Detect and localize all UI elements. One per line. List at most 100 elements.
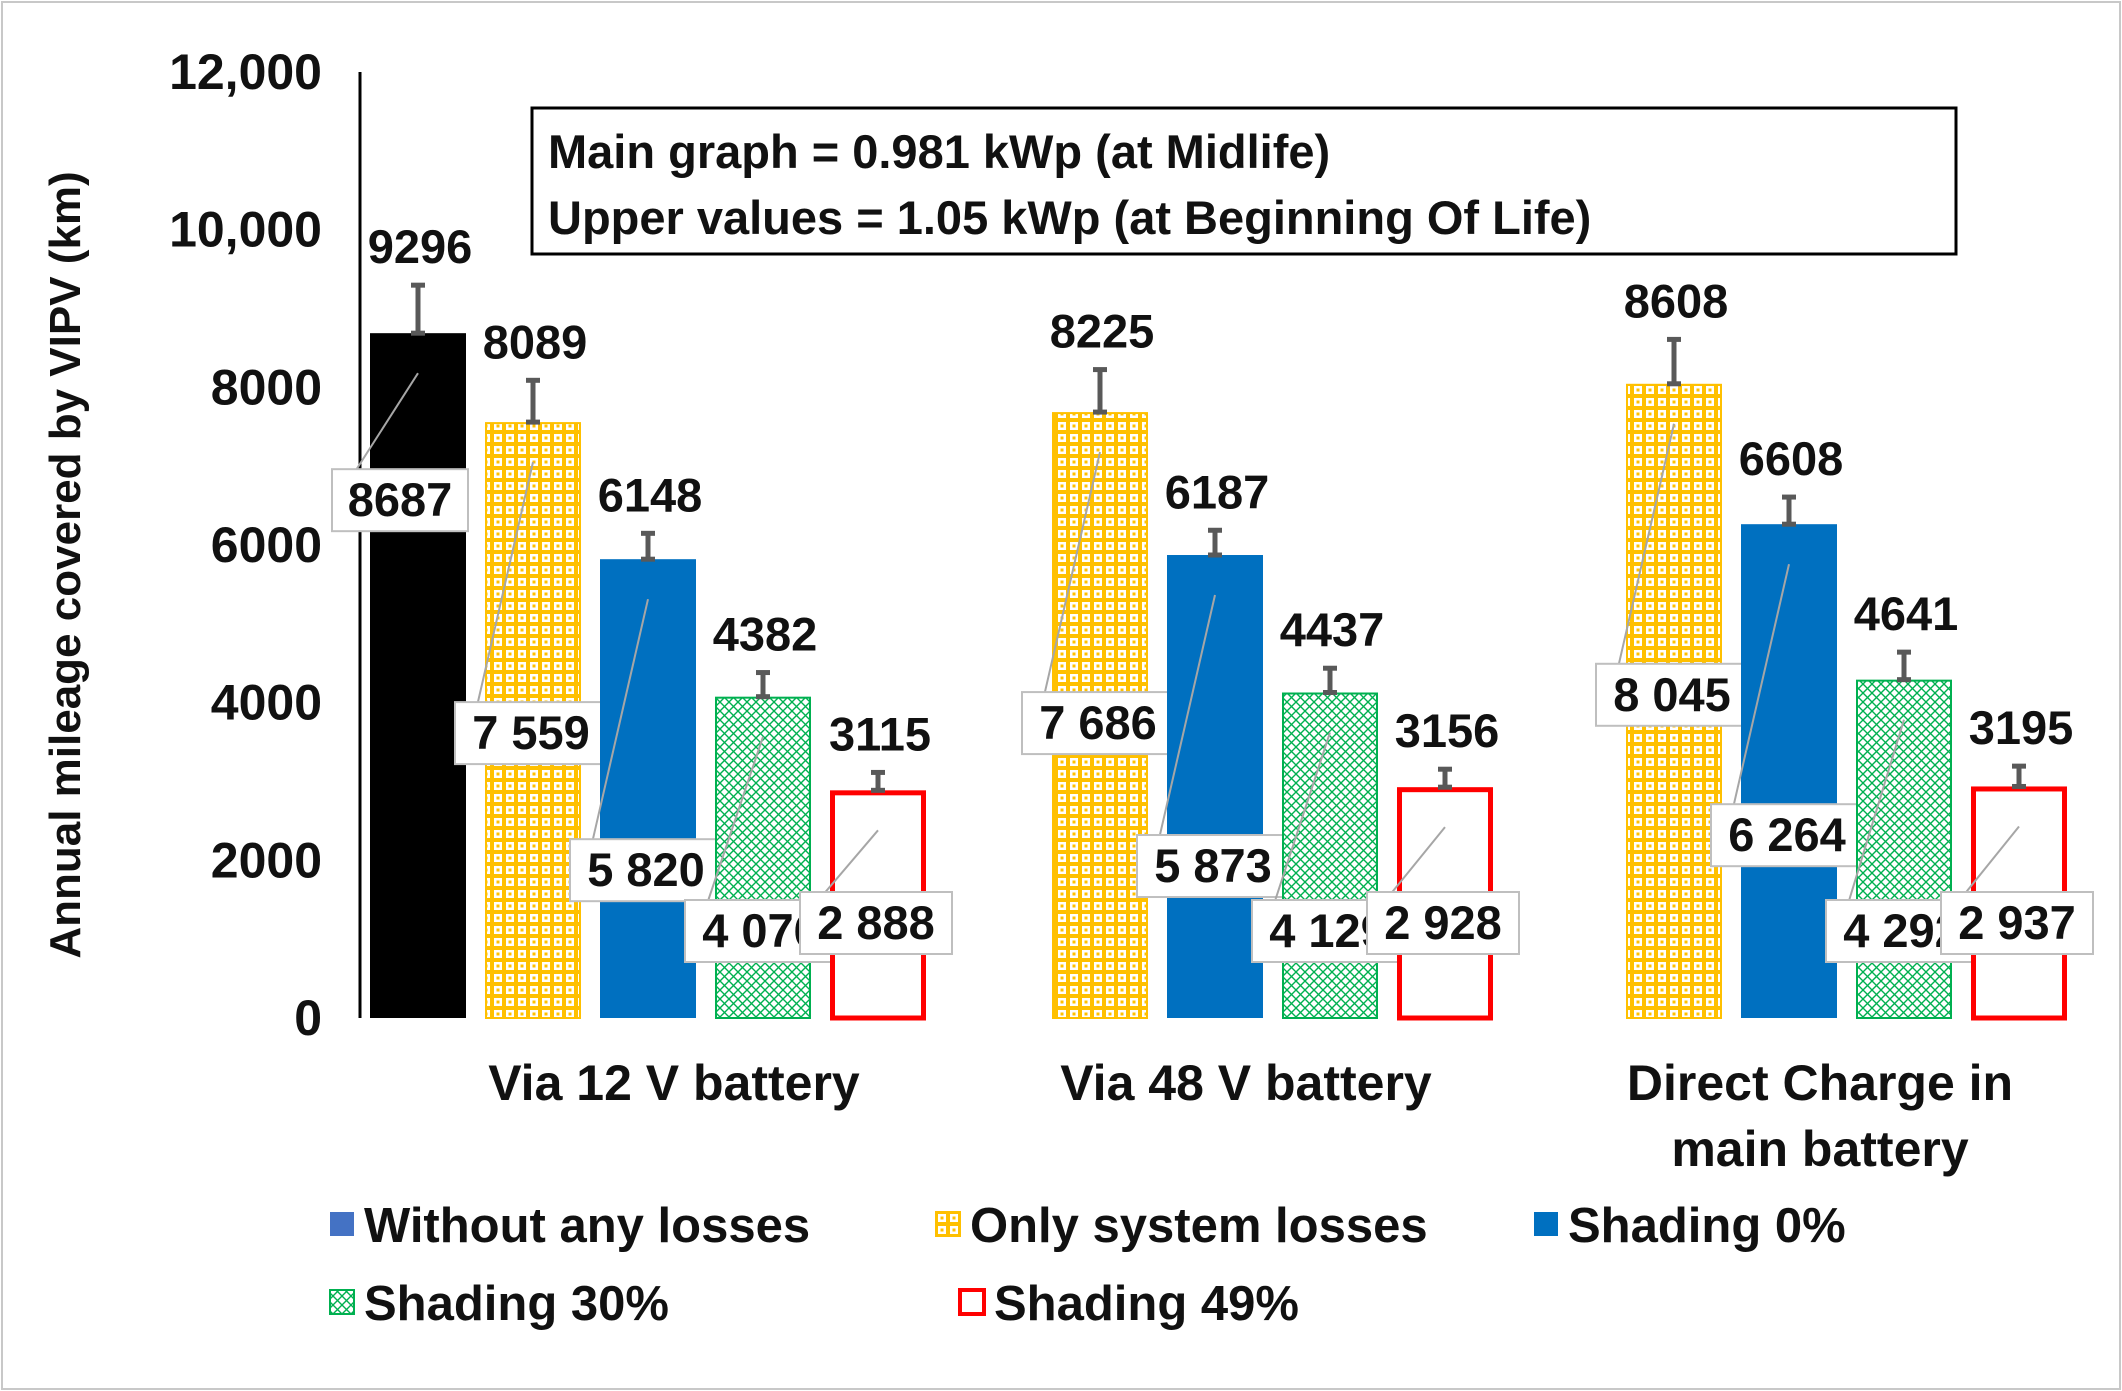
- bar-group: 8608 8 045: [1595, 274, 1749, 1019]
- legend-label: Shading 30%: [364, 1277, 669, 1331]
- y-tick-label: 8000: [211, 359, 322, 415]
- legend-label: Shading 0%: [1568, 1199, 1846, 1253]
- legend: Without any losses Only system losses Shad…: [329, 1199, 1846, 1331]
- upper-value-label: 6148: [598, 468, 703, 521]
- y-tick-label: 6000: [211, 517, 322, 573]
- bar-group: 6187 5 873: [1136, 465, 1290, 1018]
- y-tick-label: 12,000: [169, 44, 322, 100]
- category-label: Via 12 V battery: [488, 1055, 860, 1111]
- upper-value-label: 3195: [1969, 701, 2074, 754]
- bar: [1167, 555, 1263, 1018]
- callout-leader: [1273, 732, 1331, 905]
- bar: [1741, 524, 1837, 1018]
- bar-group: 3195 2 937: [1940, 701, 2094, 1021]
- callout-leader: [706, 736, 764, 905]
- y-tick-label: 10,000: [169, 202, 322, 258]
- y-axis-title: Annual mileage covered by VIPV (km): [41, 171, 90, 958]
- value-label: 2 888: [817, 896, 935, 949]
- callout-leader: [1043, 451, 1101, 697]
- bar-group: 6148 5 820: [569, 468, 723, 1018]
- value-callout: [569, 838, 723, 903]
- bar: [1282, 692, 1378, 1020]
- legend-label: Only system losses: [970, 1199, 1428, 1253]
- upper-value-label: 4382: [713, 608, 818, 661]
- upper-value-label: 8225: [1050, 305, 1155, 358]
- value-callout: [331, 468, 469, 533]
- category-label: Via 48 V battery: [1060, 1055, 1432, 1111]
- x-axis-category-labels: Via 12 V battery Via 48 V battery Direct C…: [488, 1055, 2013, 1177]
- value-callout: [454, 701, 608, 766]
- upper-value-label: 6187: [1165, 465, 1270, 518]
- bar-group: 9296 8687: [331, 220, 473, 1019]
- bar-group: 3156 2 928: [1366, 704, 1520, 1021]
- value-callout: [1710, 803, 1864, 868]
- category-label: main battery: [1671, 1121, 1969, 1177]
- bar: [715, 696, 811, 1020]
- value-callout: [799, 891, 953, 955]
- callout-leader: [1962, 825, 2020, 897]
- upper-value-label: 8608: [1624, 274, 1729, 327]
- callout-leader: [1388, 826, 1446, 897]
- category-label: Direct Charge in: [1627, 1055, 2013, 1111]
- callout-leader: [353, 372, 419, 474]
- value-callout: [1595, 662, 1749, 727]
- legend-label: Shading 49%: [994, 1277, 1299, 1331]
- callout-leader: [1158, 594, 1216, 840]
- legend-entry: Shading 0%: [1534, 1199, 1846, 1253]
- bar-group: 8089 7 559: [454, 315, 608, 1020]
- callout-leader: [1732, 563, 1790, 809]
- callout-leader: [1847, 719, 1905, 905]
- bar-group: 6608 6 264: [1710, 432, 1864, 1018]
- callout-leader: [476, 461, 534, 707]
- value-label: 8 045: [1613, 668, 1731, 721]
- value-callout: [1136, 834, 1290, 899]
- callout-leader: [821, 829, 879, 897]
- legend-entry: Shading 30%: [329, 1277, 669, 1331]
- bar-group: 8225 7 686: [1021, 305, 1175, 1020]
- legend-entry: Shading 49%: [958, 1277, 1299, 1331]
- upper-value-label: 8089: [483, 315, 588, 368]
- value-label: 7 559: [472, 706, 590, 759]
- bar: [600, 559, 696, 1018]
- annotation-box: Main graph = 0.981 kWp (at Midlife) Uppe…: [530, 106, 1958, 256]
- bar: [370, 333, 466, 1019]
- upper-value-label: 9296: [368, 220, 473, 273]
- annotation-line-upper: Upper values = 1.05 kWp (at Beginning Of…: [548, 191, 1591, 244]
- legend-swatch: [330, 1212, 354, 1236]
- y-tick-label: 2000: [211, 832, 322, 888]
- value-callout: [1021, 691, 1175, 756]
- y-tick-label: 0: [294, 990, 322, 1046]
- annotation-line-main: Main graph = 0.981 kWp (at Midlife): [548, 125, 1330, 178]
- value-label: 2 928: [1384, 896, 1502, 949]
- y-axis-ticks: 0 2000 4000 6000 8000 10,000 12,000: [169, 44, 322, 1046]
- callout-leader: [591, 598, 649, 844]
- value-label: 2 937: [1958, 896, 2076, 949]
- legend-label: Without any losses: [364, 1199, 810, 1253]
- legend-swatch: [935, 1211, 961, 1237]
- upper-value-label: 3115: [829, 707, 931, 760]
- value-label: 8687: [348, 473, 453, 526]
- legend-entry: Only system losses: [935, 1199, 1428, 1253]
- upper-value-label: 4437: [1280, 603, 1385, 656]
- upper-value-label: 3156: [1395, 704, 1500, 757]
- upper-value-label: 4641: [1854, 587, 1959, 640]
- value-label: 7 686: [1039, 696, 1157, 749]
- value-callout: [1940, 891, 2094, 955]
- legend-entry: Without any losses: [330, 1199, 810, 1253]
- legend-swatch: [329, 1289, 355, 1315]
- value-label: 6 264: [1728, 808, 1846, 861]
- bar: [1856, 679, 1952, 1019]
- value-label: 5 873: [1154, 839, 1272, 892]
- value-label: 5 820: [587, 843, 705, 896]
- annotation-frame: [530, 106, 1958, 256]
- value-callout: [1366, 891, 1520, 955]
- legend-swatch: [958, 1288, 986, 1316]
- callout-leader: [1617, 423, 1675, 669]
- bar-group: 3115 2 888: [799, 707, 953, 1021]
- y-tick-label: 4000: [211, 675, 322, 731]
- legend-swatch: [1534, 1212, 1558, 1236]
- upper-value-label: 6608: [1739, 432, 1844, 485]
